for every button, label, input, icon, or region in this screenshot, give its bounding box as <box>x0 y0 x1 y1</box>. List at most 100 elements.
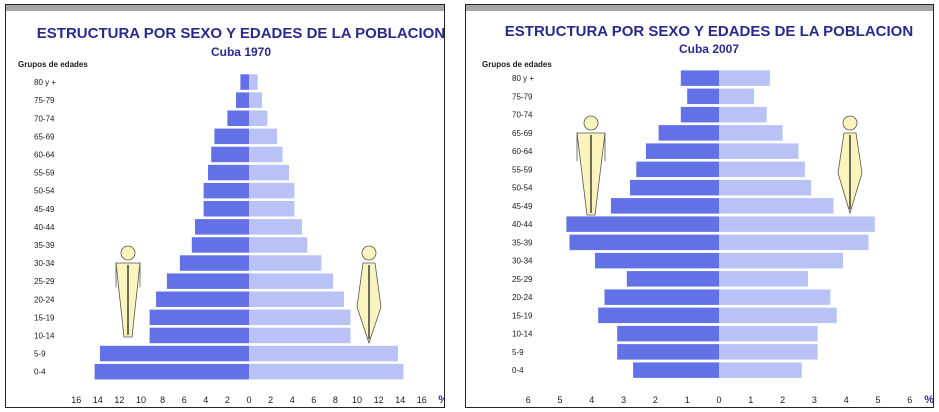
bar-male-9 <box>191 237 249 253</box>
age-group-label: 55-59 <box>34 169 55 178</box>
age-group-label: 60-64 <box>512 147 533 156</box>
age-group-label: 70-74 <box>34 114 55 123</box>
x-tick-label: 3 <box>812 395 817 405</box>
x-tick-label: 1 <box>685 395 690 405</box>
chart-title: ESTRUCTURA POR SEXO Y EDADES DE LA POBLA… <box>37 25 445 42</box>
age-group-label: 20-24 <box>34 295 55 304</box>
bar-male-13 <box>149 309 249 326</box>
x-tick-label: 12 <box>374 395 384 405</box>
chart-subtitle: Cuba 2007 <box>679 42 739 56</box>
age-group-label: 25-29 <box>34 277 55 286</box>
age-group-label: 0-4 <box>34 368 46 377</box>
x-tick-label: 6 <box>526 395 531 405</box>
bar-male-7 <box>610 198 719 214</box>
age-group-label: 15-19 <box>34 313 55 322</box>
pyramid-panel-2007: ESTRUCTURA POR SEXO Y EDADES DE LA POBLA… <box>465 4 934 408</box>
x-tick-label: 14 <box>395 395 405 405</box>
x-tick-label: 16 <box>417 395 427 405</box>
x-tick-label: 6 <box>311 395 316 405</box>
x-tick-label: 16 <box>71 395 81 405</box>
age-group-label: 25-29 <box>512 275 533 284</box>
bar-female-14 <box>249 327 351 344</box>
bar-female-12 <box>719 289 831 305</box>
x-tick-label: 0 <box>246 395 251 405</box>
bars <box>566 70 875 378</box>
age-group-label: 45-49 <box>512 202 533 211</box>
bar-female-8 <box>249 219 302 235</box>
bars <box>94 74 404 380</box>
panel-top-bar <box>6 5 444 11</box>
bar-female-1 <box>719 88 754 105</box>
bar-male-15 <box>100 345 249 362</box>
x-tick-label: 4 <box>290 395 295 405</box>
bar-female-10 <box>249 255 322 271</box>
bar-male-9 <box>569 234 719 251</box>
bar-female-11 <box>249 273 334 289</box>
bar-male-2 <box>680 106 719 123</box>
bar-male-6 <box>203 182 249 199</box>
x-tick-label: 12 <box>114 395 124 405</box>
bar-male-2 <box>227 110 249 126</box>
bar-female-6 <box>249 182 295 199</box>
bar-male-1 <box>236 92 249 108</box>
age-group-label: 10-14 <box>512 330 533 339</box>
panel-top-bar <box>466 5 933 11</box>
bar-female-5 <box>719 161 805 178</box>
x-tick-label: 2 <box>653 395 658 405</box>
bar-female-13 <box>719 307 837 324</box>
bar-female-6 <box>719 179 812 196</box>
bar-male-11 <box>166 273 249 289</box>
age-group-label: 50-54 <box>34 187 55 196</box>
age-group-label: 70-74 <box>512 111 533 120</box>
age-group-label: 45-49 <box>34 205 55 214</box>
bar-male-3 <box>214 128 249 145</box>
bar-male-5 <box>208 164 249 181</box>
bar-male-16 <box>633 362 719 378</box>
age-group-label: 5-9 <box>512 348 524 357</box>
x-tick-label: 2 <box>268 395 273 405</box>
x-tick-label: 6 <box>907 395 912 405</box>
bar-female-15 <box>719 344 818 360</box>
bar-male-3 <box>658 125 719 141</box>
unit-label: % <box>924 394 934 406</box>
x-tick-label: 0 <box>716 395 721 405</box>
x-tick-label: 8 <box>160 395 165 405</box>
age-group-label: 75-79 <box>512 92 533 101</box>
bar-female-1 <box>249 92 262 108</box>
x-tick-label: 4 <box>844 395 849 405</box>
pyramid-panel-1970: ESTRUCTURA POR SEXO Y EDADES DE LA POBLA… <box>5 4 445 408</box>
x-tick-label: 4 <box>589 395 594 405</box>
bar-female-9 <box>249 237 308 253</box>
bar-female-16 <box>249 363 404 380</box>
male-figure <box>115 245 141 338</box>
age-group-label: 10-14 <box>34 332 55 341</box>
bar-male-14 <box>617 325 719 342</box>
bar-female-7 <box>719 198 834 214</box>
bar-female-11 <box>719 271 808 287</box>
y-axis-label: Grupos de edades <box>18 60 88 69</box>
bar-female-13 <box>249 309 351 326</box>
y-axis-label: Grupos de edades <box>482 60 552 69</box>
x-tick-label: 6 <box>182 395 187 405</box>
age-group-label: 75-79 <box>34 96 55 105</box>
bar-male-8 <box>566 216 719 232</box>
age-group-label: 80 y + <box>34 78 56 87</box>
x-tick-label: 2 <box>780 395 785 405</box>
bar-male-12 <box>604 289 719 305</box>
bar-male-8 <box>195 219 249 235</box>
bar-male-0 <box>240 74 249 90</box>
x-axis-ticks: 16 14 12 10 8 6 4 2 0 2 4 6 8 10 12 14 16 <box>71 395 427 405</box>
bar-male-10 <box>179 255 249 271</box>
pyramid-chart-2007: ESTRUCTURA POR SEXO Y EDADES DE LA POBLA… <box>482 23 934 406</box>
bar-female-3 <box>249 128 278 145</box>
age-group-label: 80 y + <box>512 74 534 83</box>
x-tick-label: 8 <box>333 395 338 405</box>
bar-male-7 <box>203 201 249 217</box>
age-group-label: 15-19 <box>512 311 533 320</box>
bar-female-9 <box>719 234 869 251</box>
bar-female-0 <box>719 70 770 86</box>
bar-male-10 <box>595 252 719 269</box>
age-group-label: 40-44 <box>512 220 533 229</box>
age-group-label: 40-44 <box>34 223 55 232</box>
age-group-label: 65-69 <box>34 132 55 141</box>
